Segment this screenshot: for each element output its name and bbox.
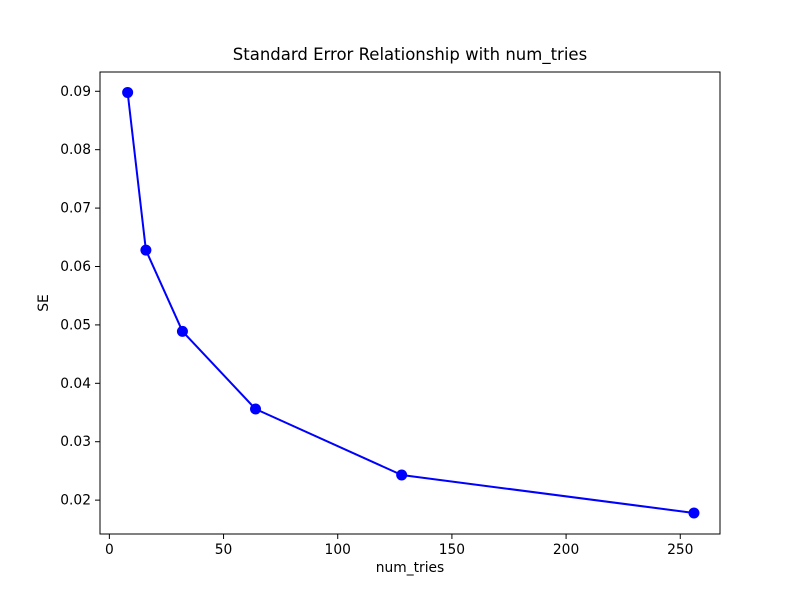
data-point-marker [396, 469, 408, 481]
x-tick-label: 100 [325, 542, 351, 558]
data-point-marker [122, 86, 134, 98]
data-point-marker [140, 244, 152, 256]
x-tick-label: 200 [553, 542, 579, 558]
data-point-marker [250, 403, 262, 415]
y-tick-label: 0.08 [60, 142, 91, 158]
data-point-marker [688, 507, 700, 519]
y-tick-label: 0.09 [60, 84, 91, 100]
y-tick-label: 0.03 [60, 434, 91, 450]
y-tick-label: 0.06 [60, 259, 91, 275]
y-tick-label: 0.02 [60, 493, 91, 509]
y-tick-label: 0.07 [60, 201, 91, 217]
x-tick-label: 50 [215, 542, 233, 558]
chart-title: Standard Error Relationship with num_tri… [232, 45, 588, 64]
x-tick-label: 150 [439, 542, 465, 558]
data-point-marker [176, 325, 188, 337]
plot-border [99, 71, 721, 535]
y-tick-label: 0.04 [60, 376, 91, 392]
y-tick-label: 0.05 [60, 317, 91, 333]
data-line [126, 92, 695, 514]
x-tick-label: 250 [667, 542, 693, 558]
y-axis-label: SE [36, 294, 52, 312]
x-tick-label: 0 [105, 542, 114, 558]
x-axis-label: num_tries [375, 560, 445, 576]
